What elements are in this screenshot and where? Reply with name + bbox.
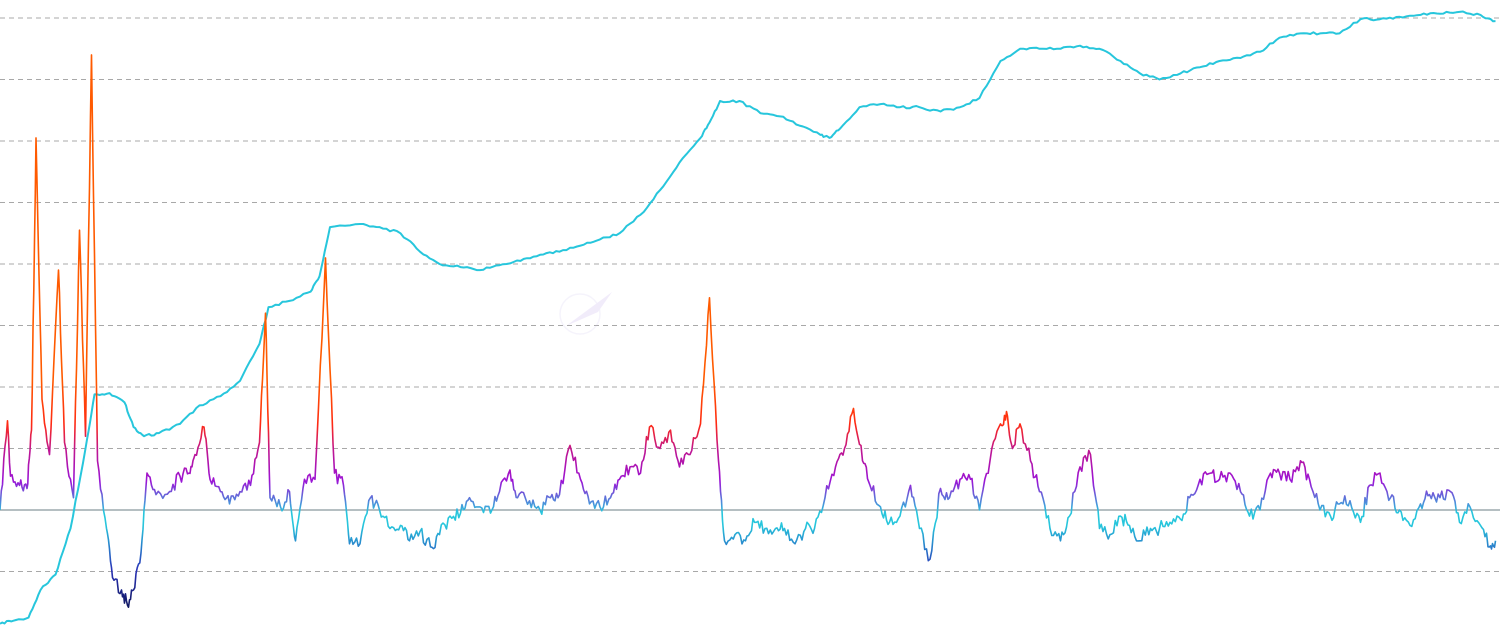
watermark-logo-pen (566, 292, 612, 326)
trend-series-line (0, 10, 1496, 625)
oscillator-series-line (0, 54, 1497, 608)
gridlines (0, 17, 1500, 572)
watermark-logo (559, 292, 612, 335)
watermark-logo-ring (559, 293, 601, 335)
